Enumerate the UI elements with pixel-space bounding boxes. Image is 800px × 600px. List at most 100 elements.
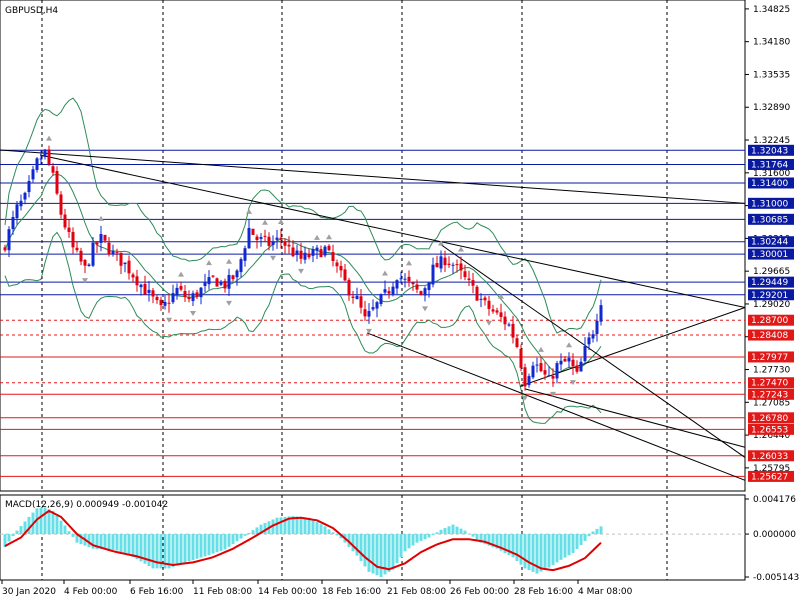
macd-bar bbox=[187, 534, 191, 562]
red-level-dashed-box bbox=[748, 314, 794, 326]
time-axis: 30 Jan 2020 4 Feb 00:00 6 Feb 16:00 11 Feb … bbox=[1, 580, 633, 597]
envelope-bands bbox=[4, 97, 602, 424]
macd-bar bbox=[379, 534, 383, 577]
bear-candle bbox=[343, 269, 347, 281]
red-level-label: 1.26033 bbox=[751, 452, 788, 462]
price-tick-label: 1.31600 bbox=[753, 169, 790, 179]
macd-bar bbox=[323, 526, 327, 535]
fractal-markers bbox=[46, 135, 576, 401]
bull-candle bbox=[507, 324, 511, 326]
macd-bar bbox=[191, 534, 195, 560]
bear-candle bbox=[67, 227, 71, 233]
macd-bar bbox=[247, 532, 251, 535]
macd-tick-label: -0.005143 bbox=[753, 573, 799, 583]
price-pane[interactable]: GBPUSD,H4 bbox=[0, 0, 746, 492]
bear-candle bbox=[407, 276, 411, 282]
macd-bar bbox=[63, 525, 67, 535]
bear-candle bbox=[119, 252, 123, 266]
fractal-up bbox=[382, 270, 388, 276]
bear-candle bbox=[419, 291, 423, 295]
time-tick-label: 30 Jan 2020 bbox=[2, 587, 56, 597]
bull-candle bbox=[259, 237, 263, 239]
macd-bar bbox=[87, 534, 91, 548]
macd-bar bbox=[291, 516, 295, 535]
fractal-down bbox=[570, 380, 576, 386]
macd-bar bbox=[459, 528, 463, 535]
red-level-label: 1.25627 bbox=[751, 472, 788, 482]
lower-band bbox=[4, 231, 602, 424]
trend-line[interactable] bbox=[524, 388, 746, 448]
bear-candle bbox=[563, 358, 567, 362]
bull-candle bbox=[587, 337, 591, 345]
bear-candle bbox=[211, 275, 215, 277]
blue-level-box bbox=[748, 236, 794, 248]
macd-bar bbox=[479, 534, 483, 543]
price-tick-label: 1.25795 bbox=[753, 464, 790, 474]
bull-candle bbox=[243, 248, 247, 261]
macd-bar bbox=[439, 529, 443, 535]
bull-candle bbox=[479, 298, 483, 300]
bear-candle bbox=[539, 363, 543, 372]
bear-candle bbox=[79, 250, 83, 262]
fractal-up bbox=[98, 215, 104, 221]
macd-bar bbox=[171, 534, 175, 567]
bull-candle bbox=[191, 293, 195, 302]
fractal-up bbox=[538, 346, 544, 352]
bull-candle bbox=[147, 289, 151, 293]
fractal-up bbox=[498, 293, 504, 299]
fractal-up bbox=[278, 218, 284, 224]
bear-candle bbox=[3, 247, 7, 251]
fractal-down bbox=[522, 395, 528, 401]
blue-level-label: 1.30685 bbox=[751, 215, 788, 225]
macd-bar bbox=[99, 534, 103, 550]
blue-level-box bbox=[748, 197, 794, 209]
bear-candle bbox=[287, 244, 291, 247]
macd-bar bbox=[555, 534, 559, 563]
bear-candle bbox=[75, 247, 79, 251]
bull-candle bbox=[227, 274, 231, 289]
macd-pane[interactable]: MACD(12,26,9) 0.000949 -0.001042 bbox=[0, 494, 746, 581]
bull-candle bbox=[591, 334, 595, 339]
trend-lines[interactable] bbox=[0, 149, 746, 481]
macd-bar bbox=[395, 534, 399, 564]
macd-bar bbox=[115, 534, 119, 551]
bull-candle bbox=[559, 360, 563, 365]
macd-bar bbox=[335, 534, 339, 536]
red-level-label: 1.26780 bbox=[751, 414, 788, 424]
macd-bar bbox=[435, 532, 439, 535]
macd-bar bbox=[143, 534, 147, 564]
macd-axis: 0.004176 0.000000 -0.005143 bbox=[745, 495, 799, 583]
bear-candle bbox=[183, 291, 187, 298]
price-pane-frame bbox=[0, 0, 746, 492]
bear-candle bbox=[415, 284, 419, 290]
blue-level-box bbox=[748, 276, 794, 288]
macd-bar bbox=[11, 534, 15, 537]
macd-bar bbox=[139, 534, 143, 562]
bear-candle bbox=[471, 280, 475, 286]
macd-bar bbox=[403, 534, 407, 552]
fractal-up bbox=[458, 246, 464, 252]
bull-candle bbox=[199, 287, 203, 298]
bull-candle bbox=[451, 264, 455, 266]
macd-bar bbox=[475, 534, 479, 540]
macd-bar bbox=[495, 534, 499, 549]
trend-line[interactable] bbox=[439, 243, 746, 458]
trend-line[interactable] bbox=[0, 149, 746, 204]
blue-level-label: 1.31000 bbox=[751, 199, 788, 209]
bear-candle bbox=[299, 250, 303, 259]
bear-candle bbox=[215, 278, 219, 287]
macd-bar bbox=[43, 507, 47, 535]
macd-bar bbox=[103, 534, 107, 550]
trend-line[interactable] bbox=[366, 332, 746, 481]
bear-candle bbox=[511, 323, 515, 338]
macd-bar bbox=[447, 526, 451, 535]
red-level-box bbox=[748, 412, 794, 424]
bear-candle bbox=[571, 359, 575, 367]
macd-bar bbox=[123, 534, 127, 554]
bull-candle bbox=[555, 363, 559, 379]
price-tick-label: 1.29020 bbox=[753, 300, 790, 310]
trend-line[interactable] bbox=[39, 154, 746, 308]
bull-candle bbox=[111, 251, 115, 255]
price-tick-label: 1.27085 bbox=[753, 398, 790, 408]
